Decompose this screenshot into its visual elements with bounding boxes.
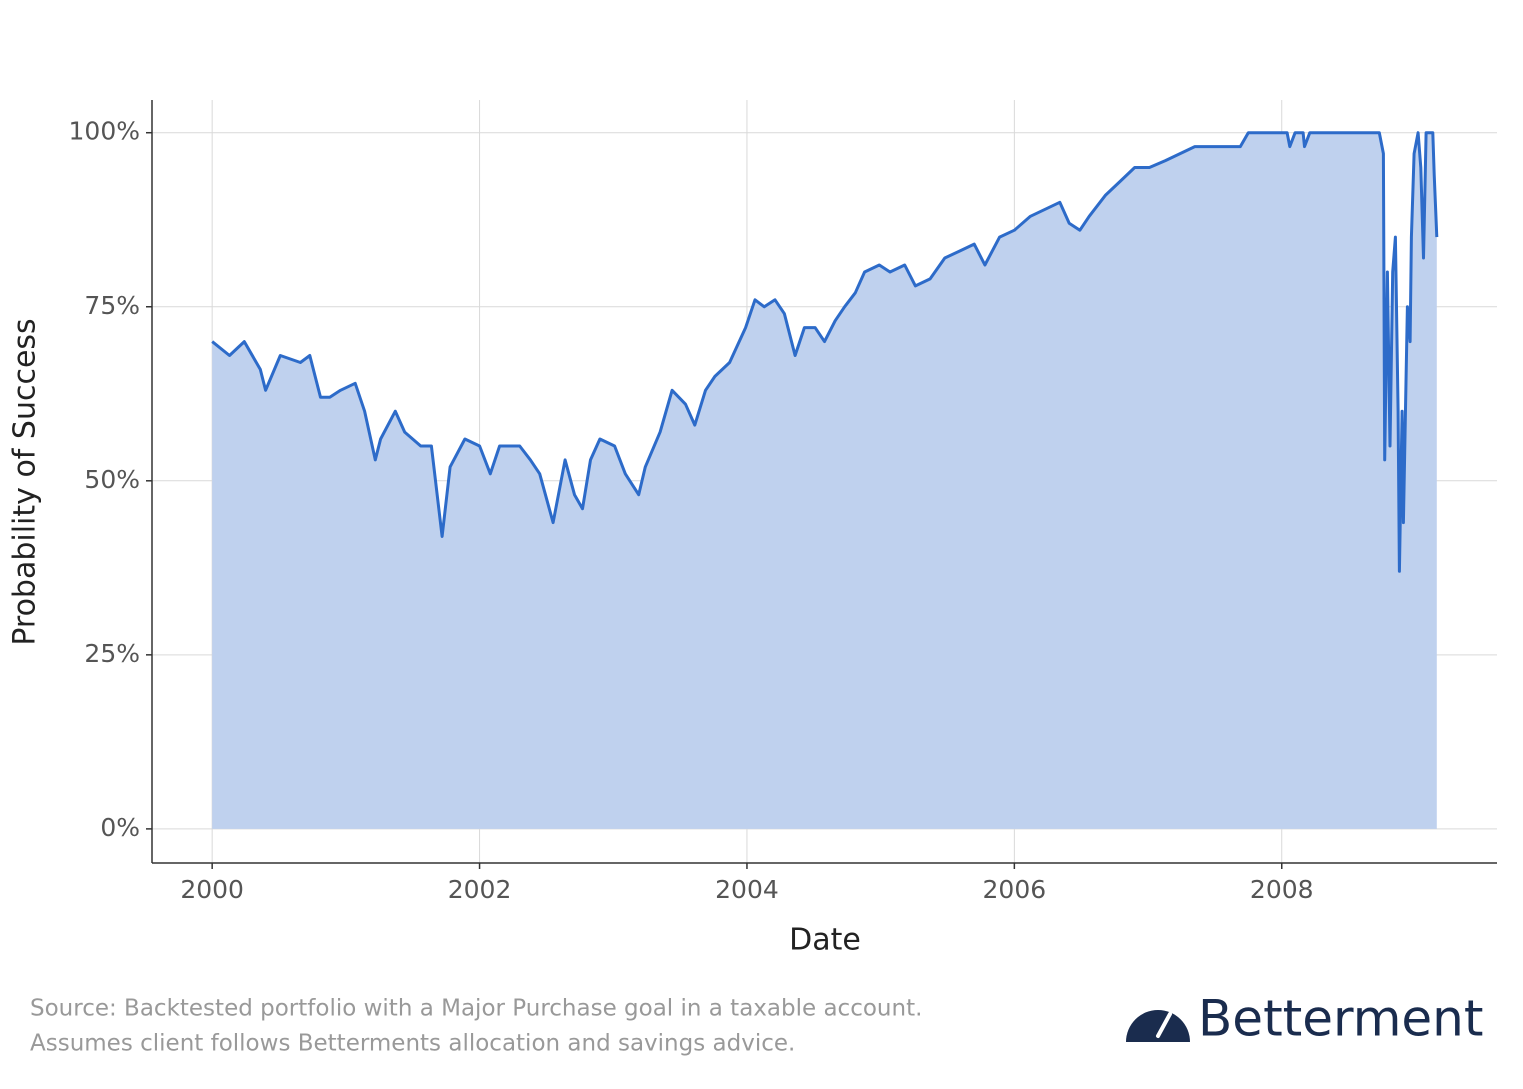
logo-text: Betterment: [1198, 990, 1483, 1048]
y-axis-label: Probability of Success: [8, 318, 43, 645]
line: [211, 131, 1439, 573]
logo-icon: [1126, 1010, 1190, 1042]
area: [212, 132, 1437, 829]
x-tick-label: 2002: [448, 875, 512, 904]
x-tick-label: 2008: [1250, 875, 1314, 904]
x-axis-label: Date: [789, 923, 861, 958]
source-note: Assumes client follows Betterments alloc…: [30, 1031, 795, 1057]
y-tick-label: 25%: [84, 639, 140, 668]
source-note: Source: Backtested portfolio with a Majo…: [30, 996, 922, 1022]
x-tick-label: 2000: [180, 875, 244, 904]
y-tick-label: 50%: [84, 465, 140, 494]
y-tick-label: 75%: [84, 291, 140, 320]
x-tick-label: 2006: [983, 875, 1047, 904]
x-tick-label: 2004: [715, 875, 779, 904]
y-tick-label: 0%: [100, 813, 140, 842]
y-tick-label: 100%: [69, 117, 140, 146]
